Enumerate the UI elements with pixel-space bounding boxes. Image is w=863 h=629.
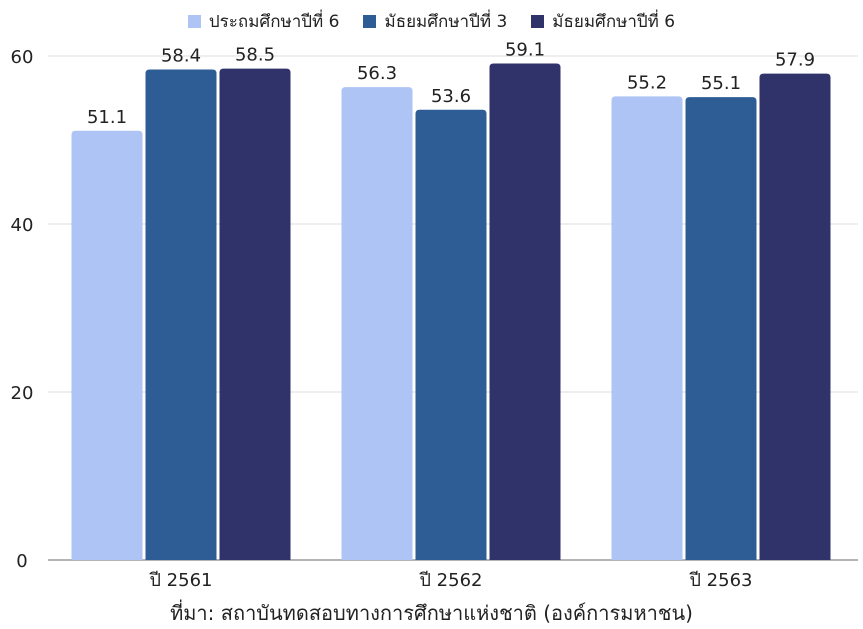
bar-value-label: 56.3: [357, 63, 397, 84]
legend-item: มัธยมศึกษาปีที่ 6: [531, 8, 675, 35]
bar-value-label: 57.9: [775, 50, 815, 71]
y-tick-label: 20: [11, 383, 34, 404]
source-note: ที่มา: สถาบันทดสอบทางการศึกษาแห่งชาติ (อ…: [170, 601, 693, 625]
y-tick-label: 60: [11, 47, 34, 68]
legend-item: มัธยมศึกษาปีที่ 3: [363, 8, 507, 35]
bar-value-label: 55.1: [701, 73, 741, 94]
bar: [685, 97, 757, 560]
bar-value-label: 58.5: [235, 45, 275, 66]
bar-value-label: 53.6: [431, 86, 471, 107]
legend-swatch: [363, 15, 377, 28]
x-tick-label: ปี 2563: [689, 570, 752, 591]
y-tick-label: 0: [16, 551, 27, 572]
bar: [71, 130, 143, 560]
bar-value-label: 59.1: [505, 40, 545, 61]
bar: [489, 63, 561, 561]
bar-value-label: 58.4: [161, 45, 201, 66]
legend-label: มัธยมศึกษาปีที่ 3: [384, 12, 508, 32]
chart-legend: ประถมศึกษาปีที่ 6 มัธยมศึกษาปีที่ 3 มัธยมศ…: [0, 8, 863, 35]
x-tick-label: ปี 2562: [419, 570, 482, 591]
bar-value-label: 51.1: [87, 107, 127, 128]
bar: [611, 96, 683, 560]
bar: [759, 73, 831, 560]
bar: [145, 69, 217, 560]
bar: [415, 109, 487, 560]
bar-value-label: 55.2: [627, 72, 667, 93]
legend-item: ประถมศึกษาปีที่ 6: [187, 8, 340, 35]
bar: [219, 68, 291, 560]
bar: [341, 87, 413, 560]
legend-swatch: [531, 15, 545, 28]
legend-swatch: [187, 15, 201, 28]
y-tick-label: 40: [11, 215, 34, 236]
legend-label: ประถมศึกษาปีที่ 6: [208, 12, 340, 32]
legend-label: มัธยมศึกษาปีที่ 6: [552, 12, 676, 32]
x-tick-label: ปี 2561: [149, 570, 212, 591]
